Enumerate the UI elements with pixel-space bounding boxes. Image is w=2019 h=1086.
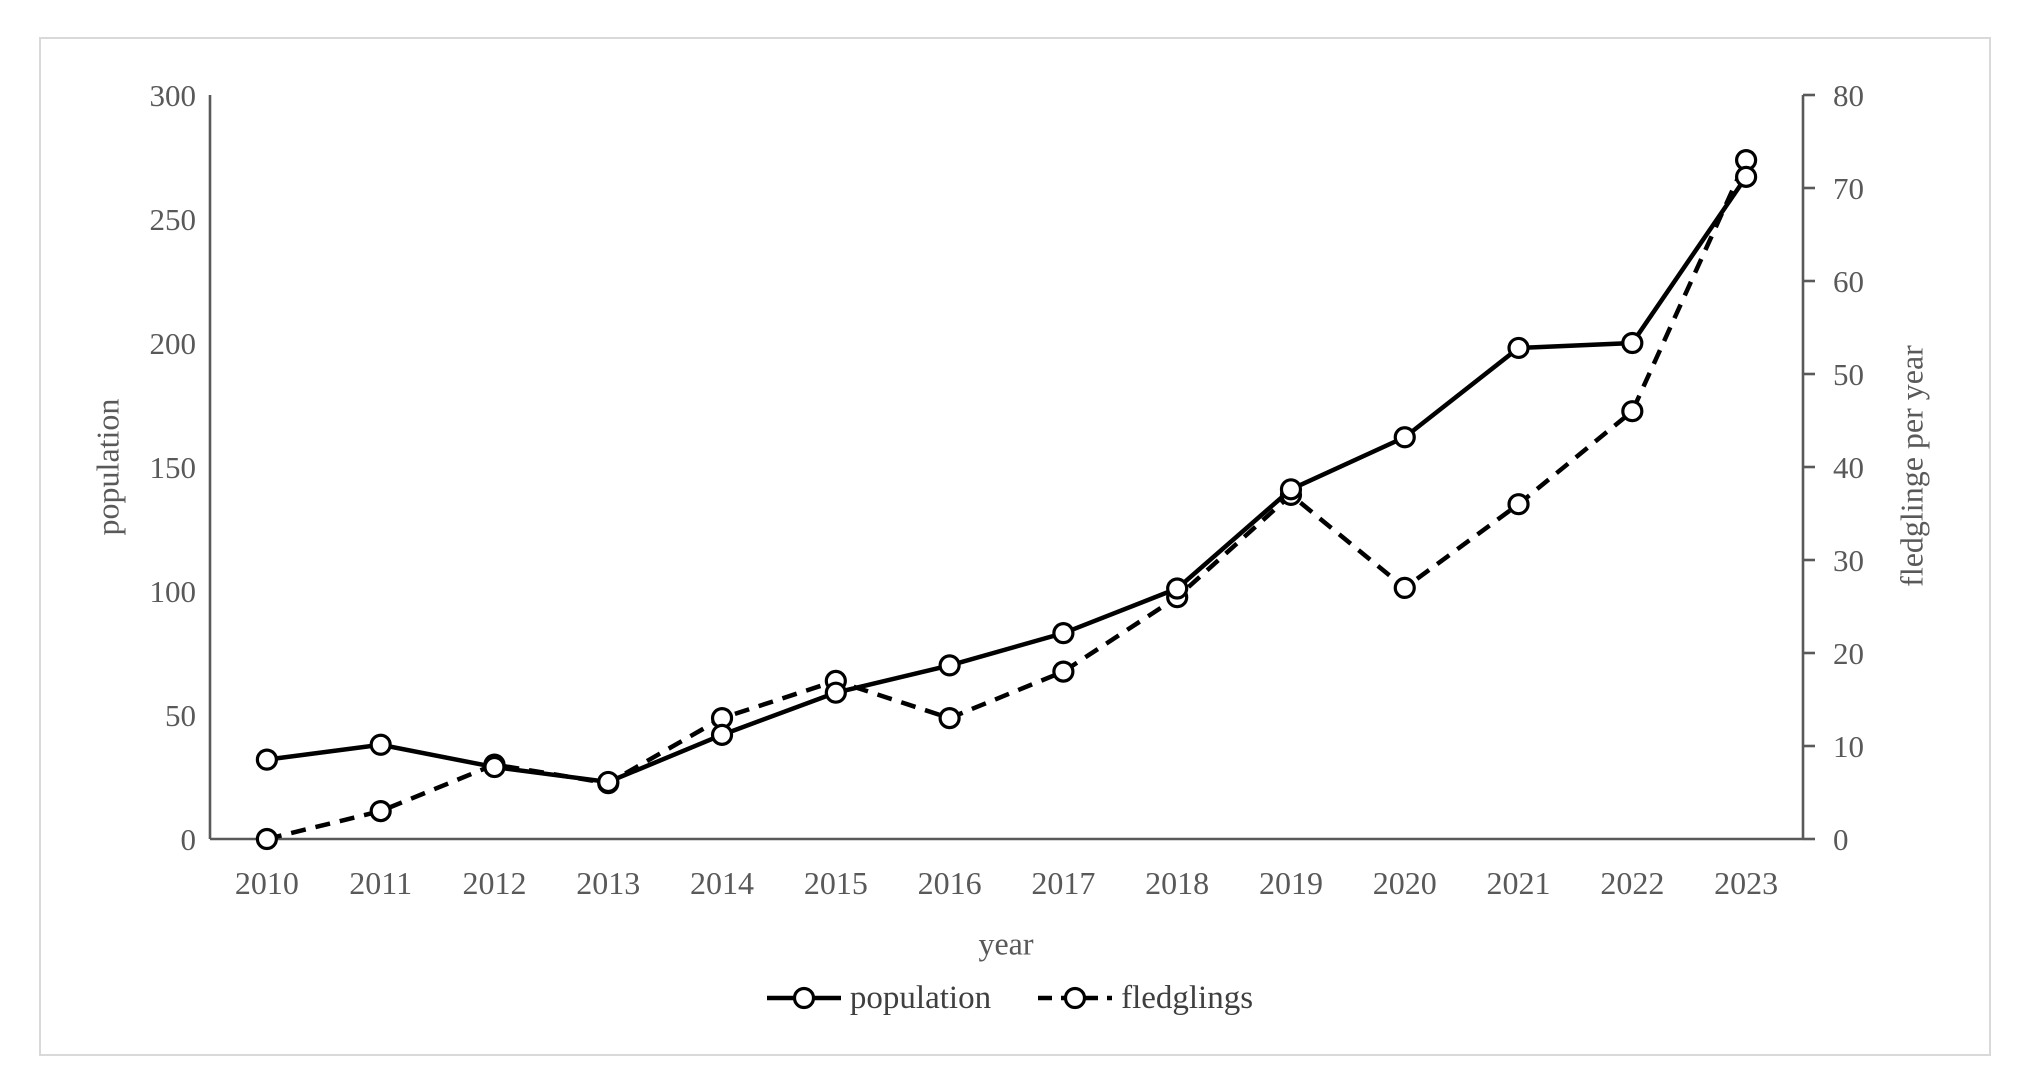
data-point-population [824,681,847,704]
data-point-population [1279,478,1303,501]
y-left-tick-label: 200 [150,326,197,361]
y-left-tick-label: 150 [150,450,197,485]
data-point-population [1393,426,1416,449]
x-tick-label: 2017 [1031,865,1095,901]
x-tick-label: 2022 [1600,865,1664,901]
y-right-tick-label: 50 [1833,357,1864,392]
data-point-fledglings [1393,576,1416,600]
data-point-fledglings [255,827,278,851]
legend-label-fledglings: fledglings [1121,979,1254,1016]
y-left-tick-label: 50 [165,698,196,733]
right-axis-title: fledglinge per year [1893,345,1930,587]
y-right-tick-label: 20 [1833,636,1864,671]
x-tick-label: 2012 [462,865,526,901]
legend: population fledglings [0,972,2019,1024]
x-tick-label: 2021 [1487,865,1551,901]
chart-frame-border [39,37,1991,1056]
data-point-fledglings [1507,493,1530,516]
x-tick-label: 2023 [1714,865,1778,901]
legend-label-population: population [849,979,992,1016]
y-left-tick-label: 250 [150,202,197,237]
y-left-tick-label: 100 [150,574,197,609]
y-right-tick-label: 10 [1833,729,1864,764]
y-right-tick-label: 0 [1833,822,1849,857]
data-point-fledglings [1621,400,1644,423]
x-tick-label: 2013 [576,865,640,901]
y-right-tick-label: 30 [1833,543,1864,578]
x-tick-label: 2019 [1259,865,1323,901]
x-tick-label: 2011 [349,865,412,901]
legend-marker-fledglings-icon [1038,986,1113,1010]
x-tick-label: 2010 [235,865,299,901]
data-point-fledglings [369,799,392,823]
data-point-population [1621,331,1644,355]
data-point-fledglings [1052,660,1075,683]
y-left-tick-label: 300 [150,78,197,113]
data-point-population [483,755,506,779]
legend-entry-fledglings: fledglings [1037,979,1254,1016]
legend-entry-population: population [766,979,992,1016]
x-tick-label: 2015 [804,865,868,901]
data-point-population [1507,336,1530,360]
data-point-population [710,723,734,746]
left-axis-title: population [89,398,126,536]
y-right-tick-label: 70 [1833,171,1864,206]
y-right-tick-label: 60 [1833,264,1864,299]
data-point-fledglings [938,706,961,730]
x-tick-label: 2014 [690,865,754,901]
data-point-population [255,748,278,771]
data-point-population [938,654,961,677]
x-tick-label: 2020 [1373,865,1437,901]
data-point-population [1166,577,1189,600]
x-tick-label: 2016 [918,865,982,901]
data-point-population [597,770,620,794]
y-right-tick-label: 80 [1833,78,1864,113]
legend-marker-population-icon [766,986,841,1010]
y-left-tick-label: 0 [181,822,197,857]
x-tick-label: 2018 [1145,865,1209,901]
data-point-population [1735,165,1758,188]
x-axis-title: year [978,925,1034,962]
series-line-population [266,175,1748,785]
data-point-population [369,733,392,756]
data-point-population [1052,622,1075,645]
y-right-tick-label: 40 [1833,450,1864,485]
